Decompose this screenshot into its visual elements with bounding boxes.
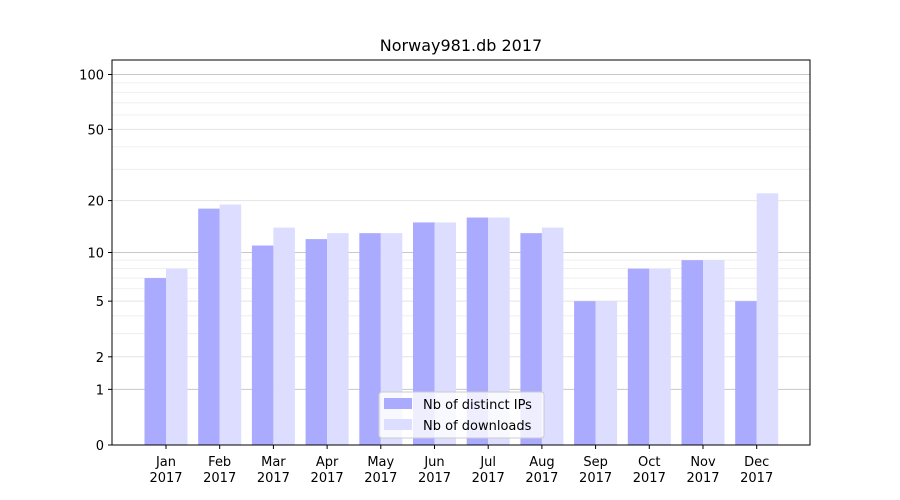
bar-downloads xyxy=(649,268,671,445)
x-axis: Jan2017Feb2017Mar2017Apr2017May2017Jun20… xyxy=(149,445,773,486)
x-tick-label-year: 2017 xyxy=(686,471,719,486)
legend-box xyxy=(378,391,545,439)
y-tick-label: 10 xyxy=(87,247,104,262)
bar-distinct-ips xyxy=(144,278,166,445)
x-tick-label-year: 2017 xyxy=(418,471,451,486)
bar-downloads xyxy=(595,301,618,445)
bar-downloads xyxy=(219,204,242,445)
y-axis: 0 1 2 5 10 20 50 100 xyxy=(79,69,112,454)
bar-distinct-ips xyxy=(574,301,596,445)
bar-distinct-ips xyxy=(251,245,274,445)
bar-distinct-ips xyxy=(359,233,381,445)
y-tick-label: 100 xyxy=(79,69,104,84)
legend-swatch xyxy=(384,419,412,430)
x-tick-label-year: 2017 xyxy=(364,471,397,486)
x-tick-label-year: 2017 xyxy=(633,471,666,486)
x-tick-label-month: Aug xyxy=(529,455,554,470)
x-tick-label-month: Sep xyxy=(583,455,608,470)
x-tick-label-month: Jun xyxy=(423,455,444,470)
y-tick-label: 0 xyxy=(96,439,104,454)
x-tick-label-year: 2017 xyxy=(311,471,344,486)
bar-distinct-ips xyxy=(466,217,489,445)
bar-downloads xyxy=(488,217,510,445)
bar-distinct-ips xyxy=(627,268,650,445)
bar-distinct-ips xyxy=(198,208,220,445)
y-tick-label: 2 xyxy=(96,351,104,366)
x-tick-label-year: 2017 xyxy=(472,471,505,486)
bar-downloads xyxy=(327,233,349,445)
y-tick-label: 50 xyxy=(87,123,104,138)
x-tick-label-month: Feb xyxy=(208,455,231,470)
x-tick-label-year: 2017 xyxy=(257,471,290,486)
bar-downloads xyxy=(541,227,564,445)
x-tick-label-month: May xyxy=(367,455,394,470)
bar-downloads xyxy=(166,268,188,445)
y-tick-label: 5 xyxy=(96,295,104,310)
legend-swatch xyxy=(384,398,412,409)
x-tick-label-month: Nov xyxy=(690,455,716,470)
x-tick-label-month: Mar xyxy=(261,455,286,470)
x-tick-label-year: 2017 xyxy=(203,471,236,486)
x-tick-label-year: 2017 xyxy=(525,471,558,486)
x-tick-label-year: 2017 xyxy=(149,471,182,486)
bar-distinct-ips xyxy=(305,239,328,445)
bars xyxy=(144,193,779,445)
x-tick-label-year: 2017 xyxy=(740,471,773,486)
chart-title: Norway981.db 2017 xyxy=(380,36,542,55)
bar-distinct-ips xyxy=(681,260,703,445)
y-tick-label: 20 xyxy=(87,195,104,210)
x-tick-label-month: Jul xyxy=(479,455,496,470)
bar-downloads xyxy=(434,222,456,445)
bar-downloads xyxy=(756,193,779,445)
x-tick-label-year: 2017 xyxy=(579,471,612,486)
bar-downloads xyxy=(273,227,295,445)
legend: Nb of distinct IPs Nb of downloads xyxy=(378,391,545,439)
x-tick-label-month: Oct xyxy=(638,455,660,470)
bar-distinct-ips xyxy=(413,222,435,445)
legend-label: Nb of distinct IPs xyxy=(423,398,532,413)
y-tick-label: 1 xyxy=(96,383,104,398)
bar-distinct-ips xyxy=(735,301,757,445)
x-tick-label-month: Dec xyxy=(744,455,769,470)
x-tick-label-month: Apr xyxy=(316,455,339,470)
bar-downloads xyxy=(703,260,725,445)
x-tick-label-month: Jan xyxy=(155,455,176,470)
legend-label: Nb of downloads xyxy=(423,419,532,434)
